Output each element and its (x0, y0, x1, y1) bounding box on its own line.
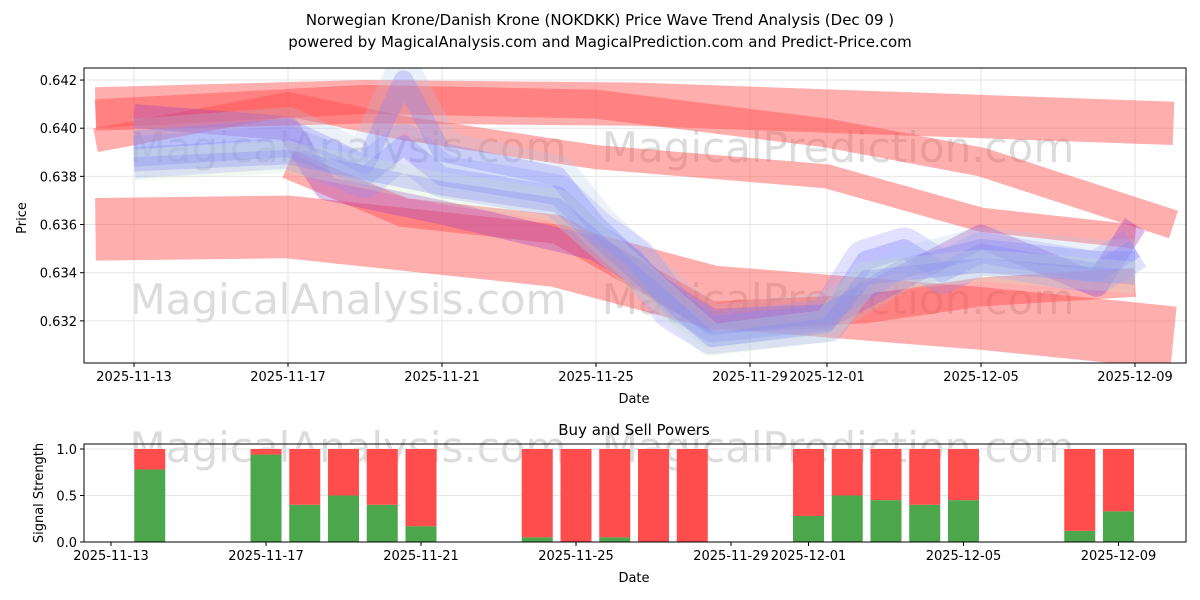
buy-bar (1064, 530, 1096, 542)
buy-bar (250, 454, 282, 542)
y-tick-label: 0.640 (40, 122, 77, 137)
buy-bar (948, 500, 979, 542)
buy-bar (1103, 511, 1134, 542)
sell-bar (1064, 449, 1096, 531)
y-tick-label: 1.0 (56, 443, 77, 458)
x-tick-label: 2025-11-17 (228, 549, 304, 564)
sell-bar (405, 449, 437, 527)
buy-bar (831, 495, 863, 542)
top-plot-frame (83, 67, 1187, 364)
buy-bar (405, 526, 437, 542)
y-tick-label: 0.636 (40, 219, 77, 234)
sell-bar (134, 449, 166, 470)
bottom-plot-frame (83, 443, 1187, 543)
red-wave-band (95, 195, 1177, 363)
top-y-label: Price (15, 202, 30, 234)
y-tick-label: 0.632 (40, 315, 77, 330)
buy-bar (521, 537, 553, 542)
y-tick-label: 0.5 (56, 490, 77, 505)
watermark: MagicalPrediction.com (602, 275, 1075, 324)
buy-bar (134, 469, 166, 542)
sell-bar (676, 449, 708, 542)
buy-bar (909, 504, 941, 542)
x-tick-label: 2025-11-13 (73, 549, 149, 564)
x-tick-label: 2025-11-29 (712, 370, 788, 385)
bottom-title: Buy and Sell Powers (558, 421, 710, 439)
x-tick-label: 2025-12-09 (1081, 549, 1157, 564)
bottom-y-label: Signal Strength (32, 443, 47, 543)
red-wave-band (94, 80, 1175, 146)
top-x-label: Date (618, 392, 649, 407)
sell-bar (1103, 449, 1134, 512)
sell-bar (638, 449, 669, 542)
x-tick-label: 2025-11-21 (404, 370, 480, 385)
red-wave-band (282, 150, 1136, 331)
blue-wave-band (133, 141, 1137, 357)
buy-bar (366, 504, 398, 542)
sell-bar (909, 449, 941, 505)
sell-bar (366, 449, 398, 505)
x-tick-label: 2025-11-29 (693, 549, 769, 564)
x-tick-label: 2025-12-05 (943, 370, 1019, 385)
buy-bar (793, 515, 824, 542)
buy-bar (328, 495, 359, 542)
sell-bar (793, 449, 824, 516)
x-tick-label: 2025-12-05 (926, 549, 1002, 564)
buy-bar (599, 537, 631, 542)
x-tick-label: 2025-11-25 (558, 370, 634, 385)
buy-bar (870, 500, 902, 542)
red-wave-band (94, 84, 1178, 239)
x-tick-label: 2025-12-01 (789, 370, 865, 385)
y-tick-label: 0.634 (40, 267, 77, 282)
sell-bar (948, 449, 979, 501)
x-tick-label: 2025-11-25 (538, 549, 614, 564)
x-tick-label: 2025-11-17 (250, 370, 326, 385)
sell-bar (328, 449, 359, 496)
chart-title: Norwegian Krone/Danish Krone (NOKDKK) Pr… (306, 11, 894, 29)
blue-wave-band (133, 70, 1135, 336)
blue-wave-band (133, 149, 1136, 348)
chart-subtitle: powered by MagicalAnalysis.com and Magic… (288, 33, 912, 51)
x-tick-label: 2025-12-09 (1097, 370, 1173, 385)
bottom-x-label: Date (618, 571, 649, 586)
sell-bar (250, 449, 282, 455)
blue-wave-band (132, 68, 1135, 347)
watermark: MagicalPrediction.com (602, 123, 1075, 172)
purple-wave-band (133, 104, 1146, 333)
sell-bar (560, 449, 592, 542)
buy-bar (289, 504, 321, 542)
x-tick-label: 2025-11-13 (96, 370, 172, 385)
sell-bar (289, 449, 321, 505)
sell-bar (831, 449, 863, 496)
blue-wave-band (133, 135, 1141, 343)
sell-bar (599, 449, 631, 538)
watermark: MagicalAnalysis.com (130, 123, 567, 172)
sell-bar (521, 449, 553, 538)
sell-bar (870, 449, 902, 501)
x-tick-label: 2025-11-21 (383, 549, 459, 564)
y-tick-label: 0.642 (40, 74, 77, 89)
x-tick-label: 2025-12-01 (771, 549, 847, 564)
watermark: MagicalAnalysis.com (130, 275, 567, 324)
blue-wave-band (132, 123, 1147, 355)
y-tick-label: 0.638 (40, 170, 77, 185)
y-tick-label: 0.0 (56, 536, 77, 551)
red-wave-band (93, 92, 1137, 249)
